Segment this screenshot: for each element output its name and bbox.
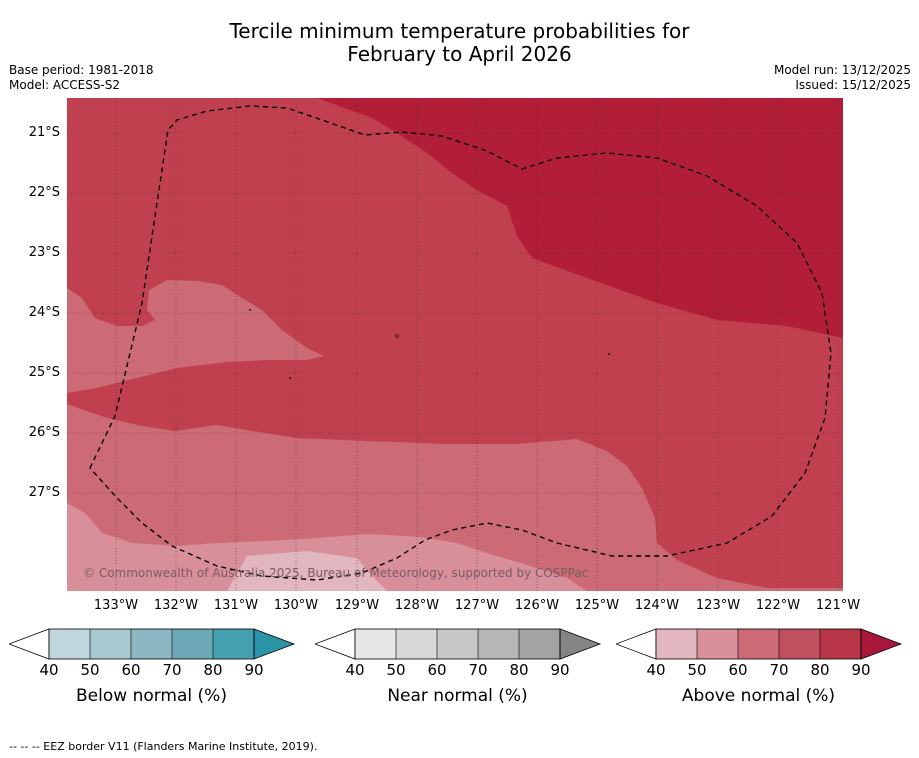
island — [608, 353, 610, 355]
colorbar-near-bin-70 — [478, 629, 519, 659]
map-title-line2: February to April 2026 — [347, 42, 572, 66]
colorbar-near-tick: 40 — [345, 661, 365, 679]
colorbar-below-bin-40 — [49, 629, 90, 659]
lat-label-25s: 25°S — [28, 365, 60, 380]
eez-border — [89, 105, 832, 581]
colorbar-above-tick: 50 — [687, 661, 707, 679]
copyright-notice: © Commonwealth of Australia 2025, Bureau… — [83, 566, 588, 580]
colorbar-above-min-arrow — [616, 628, 657, 660]
lon-label-126w: 126°W — [514, 598, 560, 613]
lon-label-131w: 131°W — [213, 598, 259, 613]
colorbar-near-tick: 70 — [468, 661, 488, 679]
colorbar-above-max-arrow — [860, 628, 903, 660]
lon-label-132w: 132°W — [153, 598, 199, 613]
colorbar-above-tick: 40 — [646, 661, 666, 679]
colorbar-near-max-arrow — [559, 628, 602, 660]
lon-label-130w: 130°W — [273, 598, 319, 613]
colorbar-near-label: Near normal (%) — [387, 686, 528, 706]
region-above-50 — [67, 503, 587, 591]
colorbar-above-tick: 90 — [851, 661, 871, 679]
island — [249, 309, 251, 311]
colorbar-below — [9, 628, 296, 660]
lon-label-123w: 123°W — [695, 598, 741, 613]
colorbar-below-max-arrow — [253, 628, 296, 660]
eez-border-note: -- -- -- EEZ border V11 (Flanders Marine… — [9, 740, 318, 753]
lon-label-124w: 124°W — [634, 598, 680, 613]
issued-date: Issued: 15/12/2025 — [795, 78, 911, 92]
lat-label-23s: 23°S — [28, 245, 60, 260]
colorbar-below-bin-70 — [172, 629, 213, 659]
colorbar-near-tick: 80 — [509, 661, 529, 679]
lat-label-26s: 26°S — [28, 425, 60, 440]
lon-label-122w: 122°W — [755, 598, 801, 613]
lon-label-125w: 125°W — [574, 598, 620, 613]
colorbar-below-tick: 60 — [121, 661, 141, 679]
colorbar-above-tick: 70 — [769, 661, 789, 679]
graticule — [67, 98, 843, 591]
lon-label-127w: 127°W — [454, 598, 500, 613]
island — [395, 334, 399, 338]
colorbar-near-min-arrow — [315, 628, 356, 660]
region-above-40 — [227, 551, 387, 591]
colorbar-below-min-arrow — [9, 628, 50, 660]
probability-map: © Commonwealth of Australia 2025, Bureau… — [67, 98, 843, 591]
colorbar-below-tick: 80 — [203, 661, 223, 679]
base-period: Base period: 1981-2018 — [9, 63, 154, 77]
lon-label-128w: 128°W — [394, 598, 440, 613]
lat-label-22s: 22°S — [28, 185, 60, 200]
colorbar-above-bin-40 — [656, 629, 697, 659]
colorbar-above-tick: 80 — [810, 661, 830, 679]
colorbar-near — [315, 628, 602, 660]
colorbar-above — [616, 628, 903, 660]
colorbar-near-bin-80 — [519, 629, 560, 659]
colorbar-near-tick: 60 — [427, 661, 447, 679]
map-title-line1: Tercile minimum temperature probabilitie… — [229, 19, 690, 43]
colorbar-near-bin-50 — [396, 629, 437, 659]
model-name: Model: ACCESS-S2 — [9, 78, 121, 92]
colorbar-below-tick: 50 — [80, 661, 100, 679]
lat-label-27s: 27°S — [28, 485, 60, 500]
lon-label-121w: 121°W — [815, 598, 861, 613]
region-above-80 — [317, 98, 843, 338]
colorbar-above-bin-80 — [820, 629, 861, 659]
lat-label-24s: 24°S — [28, 305, 60, 320]
colorbar-above-bin-60 — [738, 629, 779, 659]
colorbar-above-label: Above normal (%) — [681, 686, 836, 706]
colorbar-below-tick: 90 — [244, 661, 264, 679]
colorbar-below-bin-80 — [213, 629, 254, 659]
colorbar-above-bin-50 — [697, 629, 738, 659]
model-run-date: Model run: 13/12/2025 — [773, 63, 911, 77]
colorbar-near-bin-40 — [355, 629, 396, 659]
island — [289, 377, 291, 379]
lon-label-133w: 133°W — [93, 598, 139, 613]
colorbar-below-tick: 70 — [162, 661, 182, 679]
colorbar-below-label: Below normal (%) — [76, 686, 227, 706]
lon-label-129w: 129°W — [334, 598, 380, 613]
colorbar-near-tick: 90 — [550, 661, 570, 679]
colorbar-below-bin-60 — [131, 629, 172, 659]
colorbar-below-tick: 40 — [39, 661, 59, 679]
colorbar-near-tick: 50 — [386, 661, 406, 679]
lat-label-21s: 21°S — [28, 125, 60, 140]
colorbar-above-tick: 60 — [728, 661, 748, 679]
colorbar-above-bin-70 — [779, 629, 820, 659]
region-above-60-west — [67, 280, 324, 393]
colorbar-below-bin-50 — [90, 629, 131, 659]
colorbar-near-bin-60 — [437, 629, 478, 659]
